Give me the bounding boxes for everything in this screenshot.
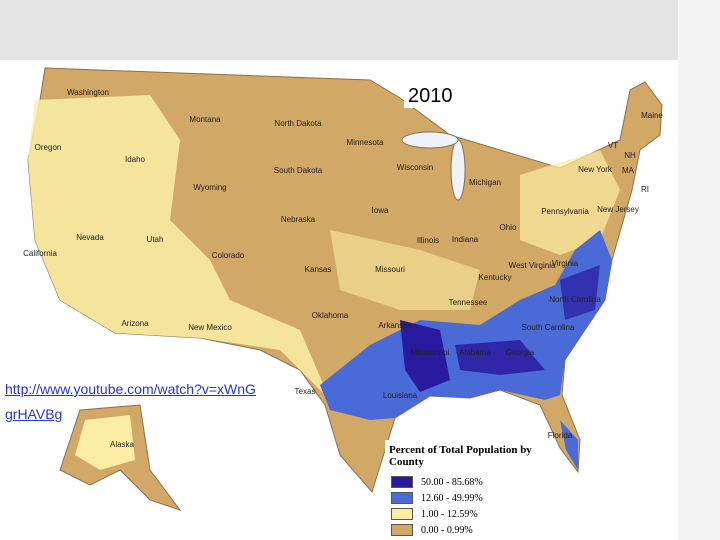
state-label: Alabama	[459, 348, 491, 357]
state-label: Minnesota	[347, 138, 384, 147]
state-label: MA	[622, 166, 635, 175]
state-label: Indiana	[452, 235, 479, 244]
state-label: Oregon	[35, 143, 62, 152]
legend-label: 50.00 - 85.68%	[421, 476, 483, 488]
darkblue-carolina	[560, 265, 600, 320]
legend-title: Percent of Total Population by County	[389, 444, 532, 468]
state-label: Kentucky	[479, 273, 512, 282]
state-label: Wyoming	[193, 183, 226, 192]
state-label: California	[23, 249, 57, 258]
state-label: Arizona	[121, 319, 149, 328]
state-label: VT	[608, 141, 618, 150]
legend-label: 12.60 - 49.99%	[421, 492, 483, 504]
yellow-east	[520, 150, 620, 255]
legend-entry: 12.60 - 49.99%	[391, 490, 545, 506]
right-band	[678, 0, 720, 540]
state-label: Iowa	[372, 206, 389, 215]
state-labels: Washington Montana North Dakota Minnesota Or…	[23, 88, 663, 449]
state-label: RI	[641, 185, 649, 194]
map: Washington Montana North Dakota Minnesota Or…	[23, 67, 663, 511]
legend: Percent of Total Population by County 50…	[385, 440, 545, 540]
state-label: Texas	[295, 387, 316, 396]
legend-swatch	[391, 508, 413, 520]
state-label: Arkansas	[378, 321, 411, 330]
darkblue-blackbelt	[455, 340, 545, 375]
state-label: South Dakota	[274, 166, 323, 175]
legend-entry: 1.00 - 12.59%	[391, 506, 545, 522]
legend-swatch	[391, 476, 413, 488]
legend-label: 1.00 - 12.59%	[421, 508, 478, 520]
legend-rows: 50.00 - 85.68% 12.60 - 49.99% 1.00 - 12.59…	[385, 474, 545, 538]
state-label: Alaska	[110, 440, 135, 449]
legend-entry: 0.00 - 0.99%	[391, 522, 545, 538]
state-label: Nevada	[76, 233, 104, 242]
state-label: Illinois	[417, 236, 439, 245]
legend-label: 0.00 - 0.99%	[421, 524, 473, 536]
state-label: South Carolina	[522, 323, 575, 332]
state-label: Montana	[189, 115, 221, 124]
state-label: Utah	[147, 235, 164, 244]
lake-superior	[401, 131, 459, 149]
yellow-west	[28, 95, 330, 400]
legend-swatch	[391, 492, 413, 504]
state-label: Virginia	[552, 259, 579, 268]
state-label: West Virginia	[509, 261, 556, 270]
alaska-yellow	[75, 415, 135, 470]
state-label: Oklahoma	[312, 311, 349, 320]
state-label: North Carolina	[549, 295, 601, 304]
lake-michigan	[450, 139, 466, 201]
state-label: Maine	[641, 111, 663, 120]
state-label: New Mexico	[188, 323, 232, 332]
state-label: Pennsylvania	[541, 207, 589, 216]
state-label: New York	[578, 165, 613, 174]
state-label: Michigan	[469, 178, 501, 187]
yellow-central	[330, 230, 480, 310]
state-label: Georgia	[506, 348, 535, 357]
state-label: Tennessee	[449, 298, 488, 307]
legend-entry: 50.00 - 85.68%	[391, 474, 545, 490]
state-label: Idaho	[125, 155, 146, 164]
top-band	[0, 0, 678, 60]
state-label: Louisiana	[383, 391, 418, 400]
state-label: Kansas	[305, 265, 332, 274]
state-label: Nebraska	[281, 215, 316, 224]
state-label: Colorado	[212, 251, 245, 260]
state-label: North Dakota	[274, 119, 322, 128]
state-label: Missouri	[375, 265, 405, 274]
state-label: Washington	[67, 88, 109, 97]
blue-florida	[560, 420, 578, 470]
blue-southeast	[320, 230, 612, 420]
state-label: New Jersey	[597, 205, 639, 214]
state-label: Florida	[548, 431, 573, 440]
video-link[interactable]: http://www.youtube.com/watch?v=xWnGgrHAV…	[5, 381, 256, 422]
legend-swatch	[391, 524, 413, 536]
state-label: Ohio	[500, 223, 517, 232]
state-label: Mississippi	[411, 348, 450, 357]
year-label: 2010	[404, 85, 457, 108]
state-label: NH	[624, 151, 636, 160]
darkblue-delta	[400, 320, 450, 392]
state-label: Wisconsin	[397, 163, 433, 172]
